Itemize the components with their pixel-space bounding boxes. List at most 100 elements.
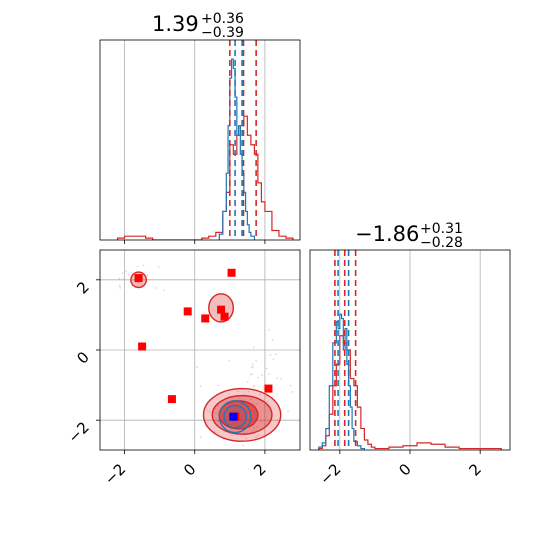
joint-sample-point	[268, 373, 270, 375]
joint-sample-point	[214, 407, 217, 410]
joint-sample-point	[196, 366, 198, 368]
joint-sample-point	[237, 390, 240, 393]
joint-sample-point	[271, 339, 274, 341]
joint-ytick-label-1: 0	[73, 348, 92, 367]
joint-sample-point	[199, 436, 202, 438]
joint-sample-point	[263, 388, 265, 391]
joint-sample-point	[146, 274, 149, 276]
param2-xtick-label-0: −2	[316, 460, 344, 488]
joint-sample-point	[140, 283, 143, 286]
joint-sample-point	[253, 346, 255, 349]
joint-xtick-label-1: 0	[180, 460, 199, 479]
joint-sample-point	[276, 377, 278, 379]
joint-red-square	[227, 268, 236, 277]
joint-red-square	[220, 312, 229, 321]
joint-sample-point	[118, 277, 121, 280]
joint-sample-point	[252, 426, 255, 429]
joint-red-square	[138, 342, 147, 351]
joint-sample-point	[122, 278, 125, 280]
joint-blue-square	[229, 412, 238, 421]
param2-xtick-label-2: 2	[466, 460, 485, 479]
joint-sample-point	[118, 284, 121, 287]
joint-sample-point	[255, 359, 257, 362]
param1-histogram-panel	[99, 39, 301, 241]
joint-sample-point	[250, 366, 253, 369]
joint-panel	[99, 249, 323, 451]
joint-sample-point	[250, 373, 252, 376]
joint-ytick-label-0: −2	[64, 418, 92, 446]
param2-title-plus: +0.31	[420, 221, 463, 237]
joint-sample-point	[256, 403, 259, 405]
joint-contour-blue-outer	[218, 400, 252, 434]
joint-sample-point	[216, 405, 219, 407]
param1-title-plus: +0.36	[201, 11, 244, 27]
joint-sample-point	[208, 410, 211, 413]
joint-sample-point	[257, 434, 259, 437]
joint-sample-point	[216, 410, 219, 413]
joint-sample-point	[257, 376, 259, 379]
joint-sample-point	[137, 265, 139, 268]
param2-hist-blue	[318, 313, 365, 450]
joint-sample-point	[242, 444, 245, 447]
param2-title-median: −1.86	[355, 222, 419, 246]
joint-sample-point	[251, 363, 254, 365]
joint-sample-point	[247, 391, 250, 393]
joint-sample-point	[267, 401, 269, 403]
joint-sample-point	[249, 398, 252, 401]
joint-sample-point	[289, 384, 292, 387]
joint-xtick-label-0: −2	[101, 460, 129, 488]
joint-sample-point	[255, 436, 257, 438]
joint-sample-point	[217, 419, 220, 422]
joint-sample-point	[269, 354, 272, 357]
param1-title-minus: −0.39	[201, 25, 244, 41]
joint-sample-point	[142, 264, 145, 267]
joint-sample-point	[252, 365, 254, 368]
param1-hist-red	[116, 115, 294, 240]
joint-sample-point	[246, 381, 249, 383]
joint-red-square	[167, 395, 176, 404]
joint-sample-point	[119, 287, 122, 289]
joint-red-square	[264, 384, 273, 393]
param2-hist-content	[318, 250, 502, 450]
joint-sample-point	[228, 360, 231, 362]
joint-sample-point	[229, 428, 232, 431]
joint-sample-point	[121, 272, 124, 274]
joint-sample-point	[252, 429, 255, 432]
joint-sample-point	[231, 434, 233, 437]
joint-sample-point	[277, 419, 279, 422]
joint-sample-point	[259, 393, 262, 395]
joint-red-square	[201, 314, 210, 323]
joint-sample-point	[261, 374, 264, 377]
param2-hist-red	[318, 335, 502, 450]
joint-sample-point	[136, 284, 139, 287]
joint-sample-point	[287, 410, 289, 413]
joint-sample-point	[163, 289, 165, 292]
joint-sample-point	[321, 406, 323, 408]
param2-xtick-label-1: 0	[395, 460, 414, 479]
joint-sample-point	[217, 384, 220, 387]
joint-sample-point	[245, 438, 247, 440]
joint-sample-point	[147, 278, 150, 281]
joint-sample-point	[272, 358, 275, 360]
joint-red-square	[217, 305, 226, 314]
joint-sample-point	[280, 377, 282, 380]
joint-red-square	[134, 274, 143, 283]
joint-sample-point	[125, 270, 128, 273]
joint-sample-point	[291, 391, 293, 393]
joint-sample-point	[265, 367, 268, 370]
param2-title-minus: −0.28	[420, 235, 463, 251]
joint-sample-point	[214, 431, 216, 433]
joint-sample-point	[256, 425, 258, 428]
joint-sample-point	[259, 420, 262, 423]
joint-sample-point	[157, 266, 160, 268]
joint-sample-point	[127, 273, 130, 276]
axis-ticks: −2 0 2 −2 0 2 −2 0 2	[64, 240, 485, 488]
joint-sample-point	[253, 385, 255, 387]
joint-sample-point	[268, 329, 270, 331]
joint-ytick-label-2: 2	[73, 278, 92, 297]
param1-hist-frame	[99, 39, 301, 241]
joint-sample-point	[155, 287, 158, 289]
param1-hist-content	[116, 40, 294, 240]
joint-grid	[100, 250, 300, 450]
